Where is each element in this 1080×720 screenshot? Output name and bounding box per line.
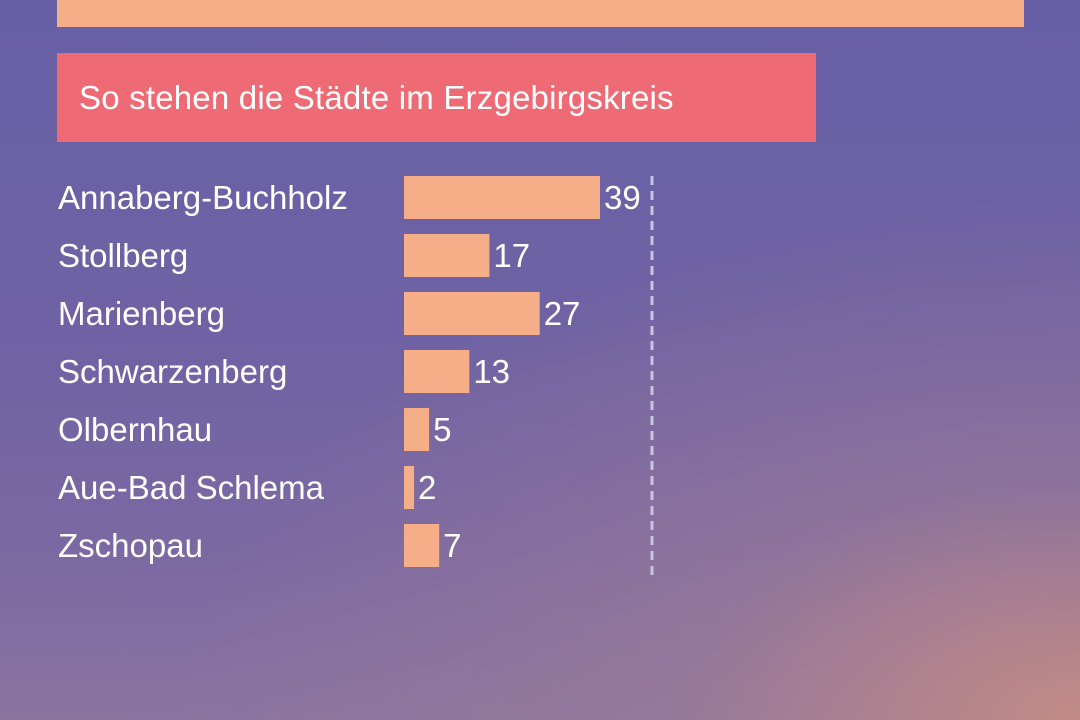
value-label: 17	[493, 237, 530, 274]
top-banner-strip	[57, 0, 1024, 27]
bar-row: Marienberg 27	[58, 292, 580, 335]
category-label: Marienberg	[58, 295, 225, 332]
value-label: 5	[433, 411, 451, 448]
chart-title-box: So stehen die Städte im Erzgebirgskreis	[57, 53, 816, 142]
category-label: Olbernhau	[58, 411, 212, 448]
category-label: Stollberg	[58, 237, 188, 274]
value-label: 2	[418, 469, 436, 506]
bar-row: Olbernhau 5	[58, 408, 451, 451]
category-label: Zschopau	[58, 527, 203, 564]
bar-row: Zschopau 7	[58, 524, 462, 567]
value-label: 39	[604, 179, 641, 216]
category-label: Annaberg-Buchholz	[58, 179, 348, 216]
category-label: Aue-Bad Schlema	[58, 469, 325, 506]
value-label: 7	[443, 527, 461, 564]
bar-row: Stollberg 17	[58, 234, 530, 277]
bar	[404, 176, 600, 219]
value-label: 27	[544, 295, 581, 332]
bar	[404, 234, 490, 277]
bar	[404, 466, 415, 509]
bar	[404, 292, 540, 335]
bar-row: Schwarzenberg 13	[58, 350, 510, 393]
bar	[404, 408, 430, 451]
value-label: 13	[473, 353, 510, 390]
chart-title: So stehen die Städte im Erzgebirgskreis	[79, 78, 674, 116]
bar	[404, 350, 470, 393]
bar-row: Annaberg-Buchholz 39	[58, 176, 641, 219]
bar	[404, 524, 440, 567]
category-label: Schwarzenberg	[58, 353, 287, 390]
bar-row: Aue-Bad Schlema 2	[58, 466, 436, 509]
